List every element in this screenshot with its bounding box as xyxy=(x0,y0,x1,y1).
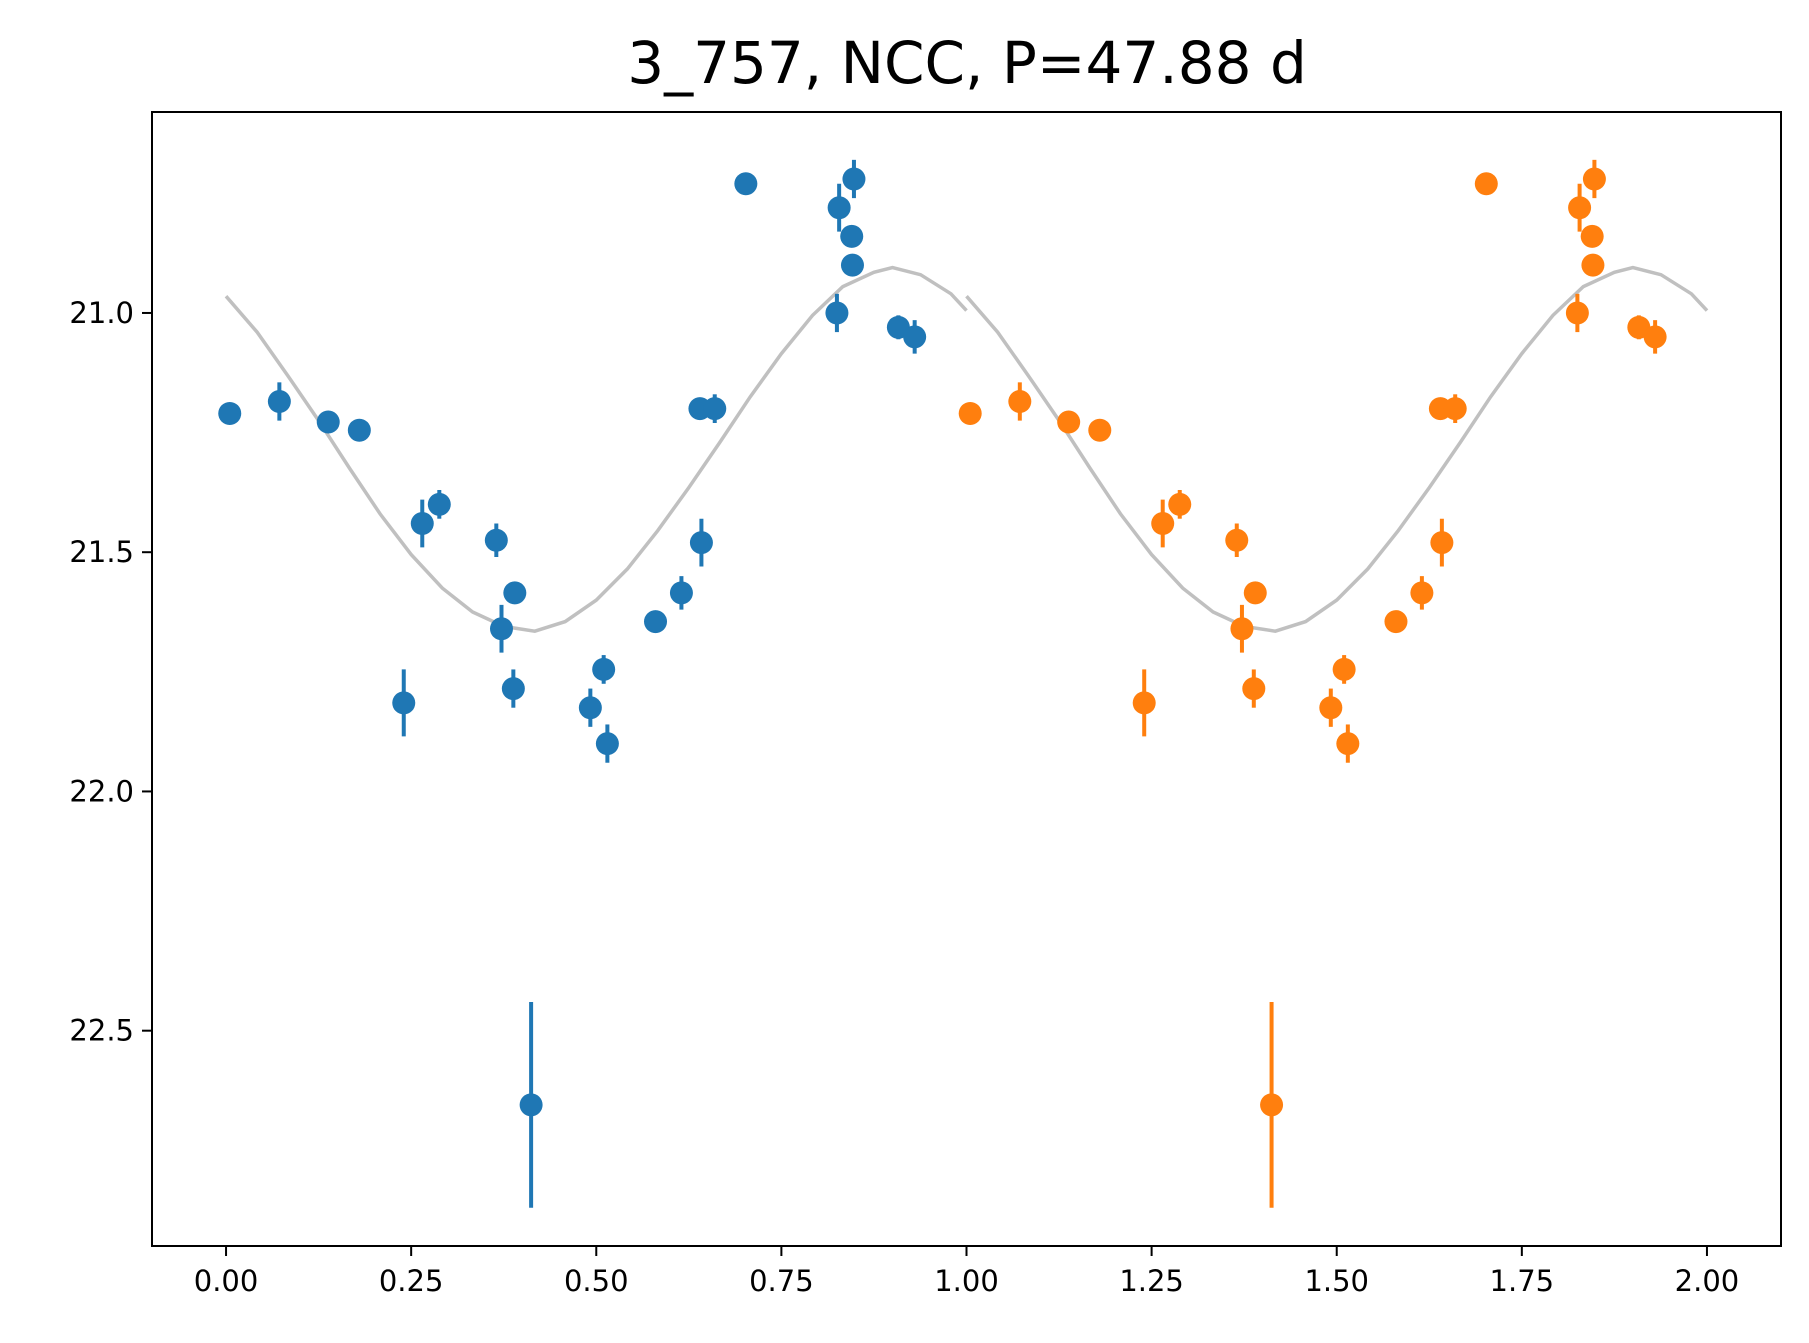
x-tick-label: 0.75 xyxy=(749,1264,814,1298)
data-point-phase-0-1 xyxy=(503,581,527,605)
model-curve-group xyxy=(224,265,1709,633)
model-curve xyxy=(965,265,1709,633)
y-axis: 21.0 21.5 22.0 22.5 xyxy=(69,296,152,1048)
data-point-phase-0-1 xyxy=(267,389,291,413)
data-point-phase-1-2 xyxy=(1260,1093,1284,1117)
data-point-phase-1-2 xyxy=(1384,610,1408,634)
data-point-phase-1-2 xyxy=(1319,696,1343,720)
model-curve xyxy=(224,265,968,633)
data-point-phase-0-1 xyxy=(410,511,434,535)
y-tick-label: 21.5 xyxy=(69,535,134,569)
data-point-phase-0-1 xyxy=(316,410,340,434)
chart-title: 3_757, NCC, P=47.88 d xyxy=(627,29,1307,97)
data-point-phase-0-1 xyxy=(669,581,693,605)
data-point-phase-0-1 xyxy=(218,401,242,425)
x-tick-label: 2.00 xyxy=(1675,1264,1740,1298)
data-point-phase-1-2 xyxy=(1643,325,1667,349)
data-point-phase-1-2 xyxy=(1168,492,1192,516)
data-point-phase-0-1 xyxy=(489,617,513,641)
x-tick-label: 0.25 xyxy=(379,1264,444,1298)
data-point-phase-1-2 xyxy=(1242,677,1266,701)
plot-area xyxy=(152,112,1781,1246)
x-tick-label: 1.75 xyxy=(1490,1264,1555,1298)
data-point-phase-1-2 xyxy=(1568,196,1592,220)
data-point-phase-1-2 xyxy=(1088,418,1112,442)
data-point-phase-1-2 xyxy=(1336,732,1360,756)
data-point-phase-1-2 xyxy=(1057,410,1081,434)
x-tick-label: 0.50 xyxy=(564,1264,629,1298)
data-point-phase-0-1 xyxy=(734,172,758,196)
data-point-phase-0-1 xyxy=(903,325,927,349)
data-point-phase-0-1 xyxy=(501,677,525,701)
data-point-phase-0-1 xyxy=(347,418,371,442)
data-point-phase-0-1 xyxy=(578,696,602,720)
y-tick-label: 21.0 xyxy=(69,296,134,330)
data-point-phase-0-1 xyxy=(827,196,851,220)
data-point-phase-1-2 xyxy=(1443,397,1467,421)
data-point-phase-1-2 xyxy=(1225,528,1249,552)
data-point-phase-0-1 xyxy=(392,691,416,715)
data-point-phase-0-1 xyxy=(427,492,451,516)
plot-frame xyxy=(151,111,1782,1247)
data-point-phase-0-1 xyxy=(689,531,713,555)
data-point-phase-0-1 xyxy=(519,1093,543,1117)
data-point-phase-0-1 xyxy=(840,253,864,277)
data-point-phase-1-2 xyxy=(1430,531,1454,555)
data-point-phase-0-1 xyxy=(484,528,508,552)
data-point-phase-0-1 xyxy=(825,301,849,325)
data-point-phase-0-1 xyxy=(840,224,864,248)
y-tick-label: 22.5 xyxy=(69,1014,134,1048)
y-tick-label: 22.0 xyxy=(69,774,134,808)
data-point-phase-1-2 xyxy=(1243,581,1267,605)
x-tick-label: 0.00 xyxy=(194,1264,259,1298)
data-point-phase-1-2 xyxy=(1230,617,1254,641)
x-tick-label: 1.50 xyxy=(1304,1264,1369,1298)
x-axis: 0.00 0.25 0.50 0.75 1.00 1.25 1.50 1.75 2.00 xyxy=(194,1246,1739,1298)
data-points-group xyxy=(218,159,1667,1208)
x-tick-label: 1.25 xyxy=(1119,1264,1184,1298)
data-point-phase-1-2 xyxy=(1474,172,1498,196)
data-point-phase-1-2 xyxy=(1582,167,1606,191)
data-point-phase-1-2 xyxy=(1151,511,1175,535)
data-point-phase-0-1 xyxy=(842,167,866,191)
data-point-phase-1-2 xyxy=(1332,657,1356,681)
data-point-phase-0-1 xyxy=(644,610,668,634)
data-point-phase-1-2 xyxy=(958,401,982,425)
data-point-phase-0-1 xyxy=(595,732,619,756)
data-point-phase-1-2 xyxy=(1565,301,1589,325)
data-point-phase-1-2 xyxy=(1410,581,1434,605)
data-point-phase-0-1 xyxy=(703,397,727,421)
data-point-phase-1-2 xyxy=(1008,389,1032,413)
x-tick-label: 1.00 xyxy=(934,1264,999,1298)
data-point-phase-1-2 xyxy=(1132,691,1156,715)
data-point-phase-1-2 xyxy=(1581,253,1605,277)
data-point-phase-1-2 xyxy=(1580,224,1604,248)
data-point-phase-0-1 xyxy=(592,657,616,681)
